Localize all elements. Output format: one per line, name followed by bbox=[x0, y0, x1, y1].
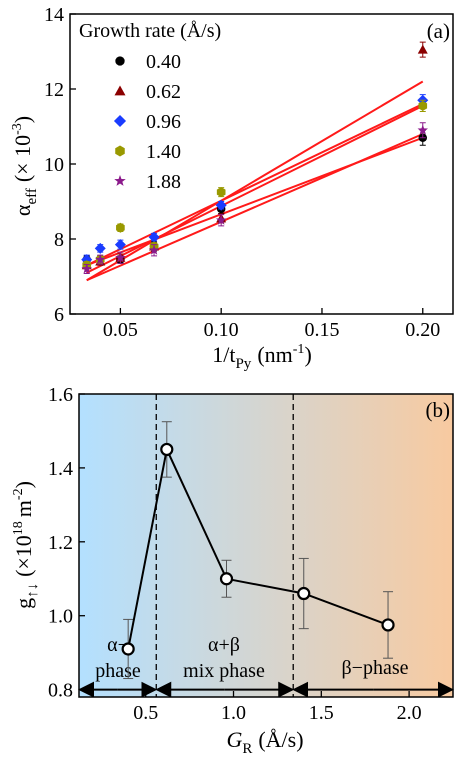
y-tick-label: 14 bbox=[44, 4, 64, 26]
data-point bbox=[417, 124, 428, 135]
x-axis-label-b: GR (Å/s) bbox=[226, 727, 303, 757]
plot-frame-b bbox=[78, 393, 454, 698]
legend-label: 0.96 bbox=[146, 111, 181, 133]
data-point bbox=[381, 618, 395, 632]
data-point bbox=[219, 572, 234, 586]
y-tick-label: 1.2 bbox=[48, 532, 73, 554]
y-tick-label: 0.8 bbox=[48, 680, 73, 702]
phase-label: phase bbox=[95, 660, 141, 682]
data-point bbox=[148, 231, 160, 243]
data-point bbox=[417, 44, 428, 54]
y-tick-label: 1.0 bbox=[48, 606, 73, 628]
data-point bbox=[115, 252, 126, 263]
legend-label: 1.40 bbox=[146, 141, 181, 163]
legend-marker bbox=[115, 145, 125, 157]
panel-label-b: (b) bbox=[426, 398, 451, 422]
y-axis-label-b: g↑↓(×1018m-2) bbox=[11, 481, 41, 609]
legend-entries: 0.40 0.62 0.96 1.40 1.88 bbox=[113, 51, 181, 193]
data-point bbox=[215, 199, 227, 211]
x-tick-label: 0.5 bbox=[133, 702, 158, 724]
data-point bbox=[114, 239, 126, 251]
x-tick-label: 1.0 bbox=[221, 702, 246, 724]
fit-line bbox=[86, 80, 424, 282]
legend: Growth rate (Å/s) 0.40 0.62 0.96 1.40 1.88 bbox=[79, 20, 221, 193]
phase-label: β−phase bbox=[342, 657, 409, 679]
data-point bbox=[216, 187, 226, 198]
panel-a: 0.05 0.10 0.15 0.20 6 8 10 12 14 (a) Growth rat… bbox=[10, 4, 454, 372]
y-tick-label: 1.6 bbox=[48, 384, 73, 406]
data-point bbox=[160, 442, 174, 457]
x-tick-label: 0.10 bbox=[204, 319, 239, 341]
data-point bbox=[215, 214, 227, 225]
data-point bbox=[94, 242, 106, 254]
legend-label: 0.40 bbox=[146, 51, 181, 73]
x-tick-label: 0.20 bbox=[405, 319, 440, 341]
legend-marker bbox=[114, 85, 126, 96]
x-tick-label: 2.0 bbox=[397, 702, 422, 724]
plot-frame-a bbox=[69, 13, 454, 315]
fit-line bbox=[86, 136, 424, 267]
x-tick-label: 0.15 bbox=[304, 319, 339, 341]
legend-marker bbox=[115, 56, 125, 66]
phase-background bbox=[79, 394, 453, 697]
data-point bbox=[148, 244, 160, 255]
legend-marker bbox=[113, 114, 127, 128]
panel-label-a: (a) bbox=[427, 19, 450, 43]
data-point bbox=[81, 263, 92, 274]
x-tick-label: 1.5 bbox=[309, 702, 334, 724]
y-axis-label-a: αeff(× 10-3) bbox=[10, 116, 40, 216]
y-ticks-a: 6 8 10 12 14 bbox=[44, 4, 76, 326]
legend-title: Growth rate (Å/s) bbox=[79, 20, 221, 42]
phase-boundaries bbox=[155, 394, 294, 697]
y-tick-label: 6 bbox=[54, 304, 64, 326]
x-ticks-a: 0.05 0.10 0.15 0.20 bbox=[103, 308, 440, 341]
data-point bbox=[116, 222, 125, 233]
data-point bbox=[297, 586, 311, 601]
y-tick-label: 12 bbox=[44, 79, 64, 101]
data-point bbox=[121, 642, 135, 656]
legend-label: 1.88 bbox=[146, 171, 181, 193]
data-point bbox=[418, 100, 428, 111]
phase-label: mix phase bbox=[183, 660, 265, 682]
y-ticks-b: 0.8 1.0 1.2 1.4 1.6 bbox=[48, 384, 85, 702]
x-tick-label: 0.05 bbox=[103, 319, 138, 341]
data-points bbox=[81, 41, 429, 274]
x-ticks-b: 0.5 1.0 1.5 2.0 bbox=[133, 691, 422, 724]
y-tick-label: 8 bbox=[54, 229, 64, 251]
legend-marker bbox=[114, 174, 126, 186]
x-axis-label-a: 1/tPy (nm-1) bbox=[212, 342, 312, 372]
data-point bbox=[95, 254, 106, 265]
phase-label: α+β bbox=[208, 634, 240, 656]
fit-lines bbox=[86, 80, 424, 282]
y-tick-label: 1.4 bbox=[48, 458, 73, 480]
legend-label: 0.62 bbox=[146, 81, 181, 103]
y-tick-label: 10 bbox=[44, 154, 64, 176]
data-points-b bbox=[121, 442, 395, 656]
fit-line bbox=[86, 104, 424, 274]
fit-line bbox=[86, 103, 424, 267]
